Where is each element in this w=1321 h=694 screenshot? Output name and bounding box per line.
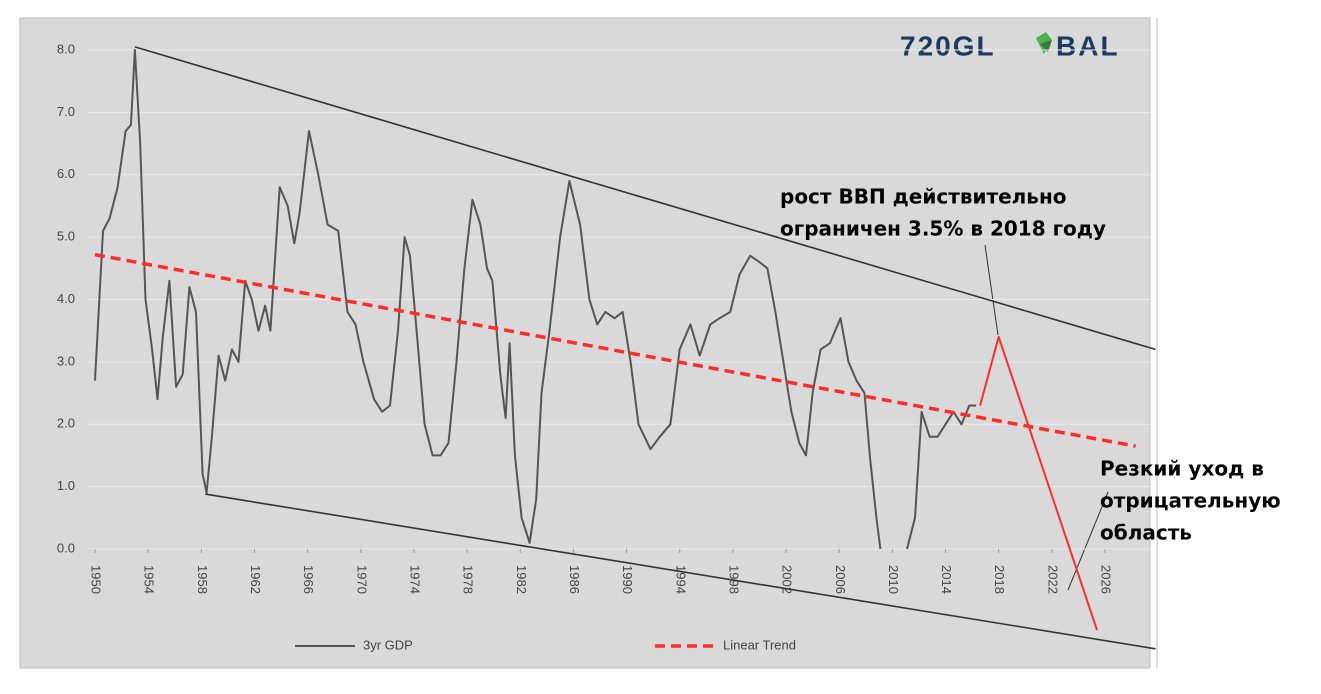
- x-tick-label: 2026: [1099, 565, 1114, 594]
- logo-text: 720GL: [900, 30, 996, 61]
- y-tick-label: 0.0: [57, 540, 75, 555]
- y-tick-label: 7.0: [57, 104, 75, 119]
- x-tick-label: 1958: [195, 565, 210, 594]
- logo: 720GL BAL: [900, 30, 1120, 61]
- series-line: [979, 335, 1098, 631]
- legend-label: 3yr GDP: [363, 637, 413, 652]
- y-tick-label: 4.0: [57, 291, 75, 306]
- x-tick-label: 2014: [939, 565, 954, 594]
- x-tick-label: 1962: [248, 565, 263, 594]
- y-tick-label: 3.0: [57, 353, 75, 368]
- x-tick-label: 1978: [461, 565, 476, 594]
- pointer-line: [984, 244, 999, 336]
- annotation: рост ВВП действительно: [780, 185, 1067, 209]
- annotation: отрицательную: [1100, 489, 1281, 513]
- x-tick-label: 1994: [673, 565, 688, 594]
- y-tick-label: 5.0: [57, 229, 75, 244]
- series-line: [94, 252, 1136, 448]
- x-tick-label: 1970: [354, 565, 369, 594]
- x-tick-label: 2018: [992, 565, 1007, 594]
- x-tick-label: 1986: [567, 565, 582, 594]
- x-tick-label: 1990: [620, 565, 635, 594]
- x-tick-label: 1982: [514, 565, 529, 594]
- annotation: Резкий уход в: [1100, 457, 1264, 481]
- x-tick-label: 1974: [408, 565, 423, 594]
- logo-text: BAL: [1056, 30, 1120, 61]
- legend-label: Linear Trend: [723, 637, 796, 652]
- x-tick-label: 2006: [833, 565, 848, 594]
- series-line: [205, 493, 1156, 650]
- pointer-line: [1067, 491, 1109, 591]
- y-tick-label: 8.0: [57, 41, 75, 56]
- x-tick-label: 1954: [142, 565, 157, 594]
- y-tick-label: 1.0: [57, 478, 75, 493]
- logo-icon: [1040, 40, 1052, 52]
- legend-item: Linear Trend: [655, 637, 796, 652]
- legend-item: 3yr GDP: [295, 637, 413, 652]
- x-tick-label: 2010: [886, 565, 901, 594]
- series-line: [134, 46, 1156, 351]
- x-tick-label: 1966: [301, 565, 316, 594]
- x-tick-label: 2002: [780, 565, 795, 594]
- annotation: область: [1100, 521, 1192, 545]
- x-tick-label: 1950: [89, 565, 104, 594]
- x-tick-label: 2022: [1045, 565, 1060, 594]
- annotation: ограничен 3.5% в 2018 году: [780, 217, 1106, 241]
- y-tick-label: 6.0: [57, 166, 75, 181]
- y-tick-label: 2.0: [57, 416, 75, 431]
